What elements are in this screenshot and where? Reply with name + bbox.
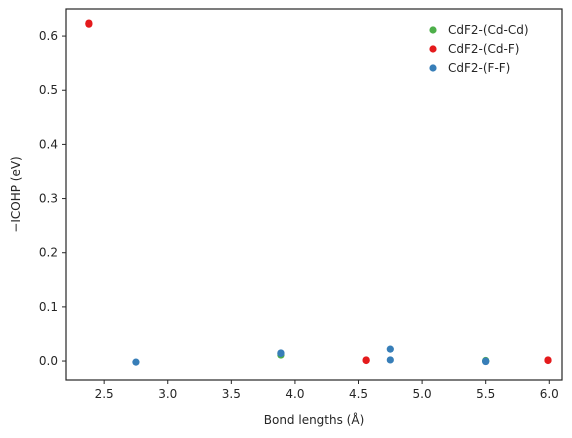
x-axis-label: Bond lengths (Å) (264, 412, 365, 427)
x-tick-label: 3.0 (158, 387, 177, 401)
y-axis: 0.0 0.1 0.2 0.3 0.4 0.5 0.6 (39, 29, 66, 368)
x-tick-label: 3.5 (222, 387, 241, 401)
y-tick-label: 0.2 (39, 246, 58, 260)
x-tick-label: 2.5 (95, 387, 114, 401)
legend-label: CdF2-(F-F) (448, 61, 510, 75)
legend-label: CdF2-(Cd-F) (448, 42, 519, 56)
x-axis: 2.5 3.0 3.5 4.0 4.5 5.0 5.5 6.0 (95, 380, 559, 401)
y-tick-label: 0.3 (39, 192, 58, 206)
y-tick-label: 0.6 (39, 29, 58, 43)
data-point (277, 349, 285, 357)
legend-marker (429, 64, 437, 72)
data-point (386, 345, 394, 353)
legend: CdF2-(Cd-Cd) CdF2-(Cd-F) CdF2-(F-F) (429, 23, 529, 75)
data-point (386, 356, 394, 364)
data-point (132, 358, 140, 366)
x-tick-label: 5.0 (413, 387, 432, 401)
data-point (544, 356, 552, 364)
data-point (85, 19, 93, 27)
x-tick-label: 4.5 (349, 387, 368, 401)
x-tick-label: 5.5 (476, 387, 495, 401)
y-tick-label: 0.1 (39, 300, 58, 314)
y-tick-label: 0.0 (39, 354, 58, 368)
legend-label: CdF2-(Cd-Cd) (448, 23, 529, 37)
data-point (482, 357, 490, 365)
x-tick-label: 4.0 (285, 387, 304, 401)
plot-frame (65, 8, 563, 381)
legend-marker (429, 26, 437, 34)
x-tick-label: 6.0 (540, 387, 559, 401)
y-tick-label: 0.4 (39, 137, 58, 151)
legend-marker (429, 45, 437, 53)
y-axis-label: −ICOHP (eV) (9, 156, 23, 232)
data-point (362, 356, 370, 364)
y-tick-label: 0.5 (39, 83, 58, 97)
data-points (85, 19, 552, 366)
